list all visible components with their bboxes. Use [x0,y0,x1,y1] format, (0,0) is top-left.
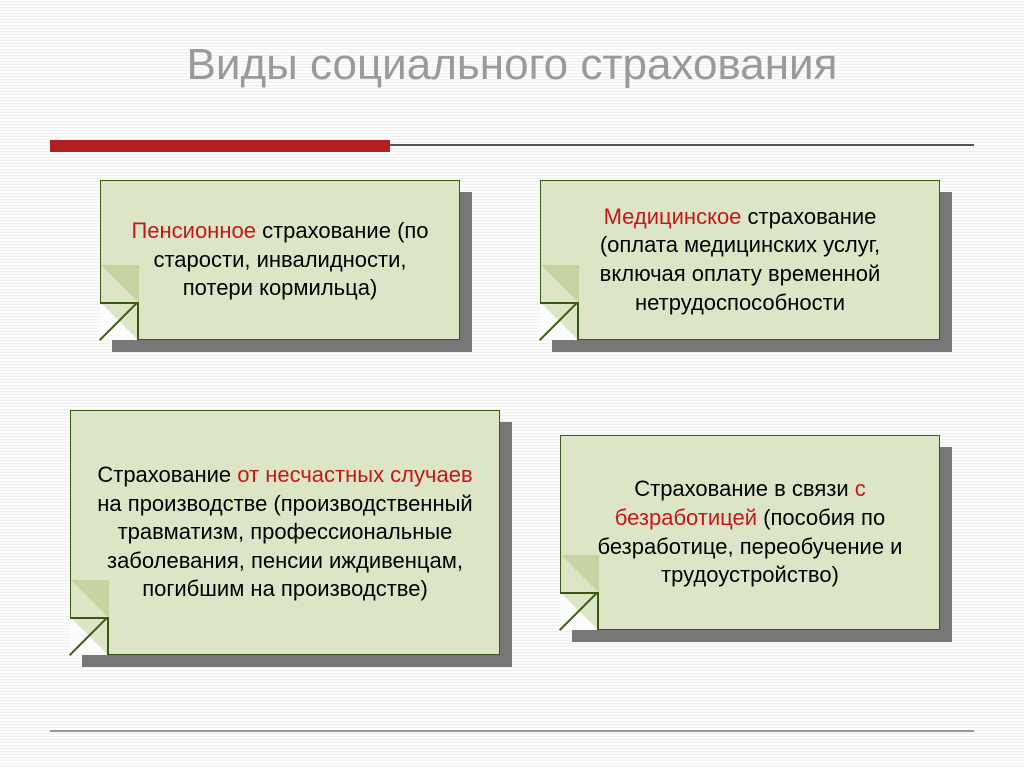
box-pension: Пенсионное страхование (по старости, инв… [100,180,460,340]
box-content: Страхование в связи с безработицей (посо… [560,435,940,630]
body-text: на производстве (производственный травма… [97,491,472,602]
fold-edge [100,302,138,340]
fold-flap [561,555,599,593]
box-accident: Страхование от несчастных случаев на про… [70,410,500,655]
slide-title: Виды социального страхования [0,40,1024,90]
highlight-text: Медицинское [604,204,742,229]
box-unemployment: Страхование в связи с безработицей (посо… [560,435,940,630]
box-content: Медицинское страхование (оплата медицинс… [540,180,940,340]
fold-flap [101,265,139,303]
fold-edge-v [597,592,599,630]
box-content: Пенсионное страхование (по старости, инв… [100,180,460,340]
fold-edge [560,592,598,630]
pre-text: Страхование [97,462,237,487]
box-content: Страхование от несчастных случаев на про… [70,410,500,655]
fold-flap [71,580,109,618]
footer-divider [50,730,974,732]
fold-edge [540,302,578,340]
fold-edge [70,617,108,655]
highlight-text: от несчастных случаев [237,462,472,487]
fold-edge-v [577,302,579,340]
fold-flap [541,265,579,303]
title-accent-bar [50,140,390,152]
pre-text: Страхование в связи [634,476,855,501]
box-medical: Медицинское страхование (оплата медицинс… [540,180,940,340]
fold-edge-v [137,302,139,340]
fold-edge-v [107,617,109,655]
highlight-text: Пенсионное [131,218,256,243]
